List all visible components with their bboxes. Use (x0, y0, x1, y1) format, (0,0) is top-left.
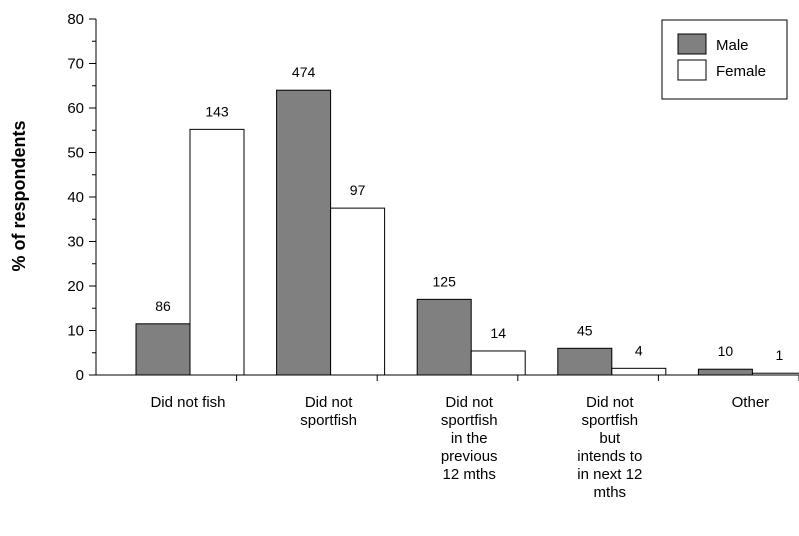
bar-male-2 (416, 298, 472, 376)
bar-male-1 (276, 89, 332, 376)
category-label: Did not sportfish but intends to in next 12 m… (577, 394, 642, 501)
legend-swatch-male (677, 33, 707, 55)
y-tick-label: 60 (67, 100, 84, 117)
data-label: 97 (350, 182, 366, 198)
data-label: 474 (292, 64, 316, 80)
category-label-line: Did not fish (150, 394, 225, 411)
bar-female-0 (189, 128, 245, 376)
category-label-line: Other (732, 394, 770, 411)
y-tick-label: 80 (67, 11, 84, 28)
y-tick-label: 0 (76, 367, 84, 384)
data-label: 45 (577, 322, 593, 338)
category-label-line: sportfish (581, 412, 638, 429)
y-tick-label: 70 (67, 56, 84, 73)
data-label: 10 (718, 343, 734, 359)
category-label-line: but (599, 430, 621, 447)
category-label-line: Did not (305, 394, 353, 411)
data-label: 4 (635, 342, 643, 358)
bar-male-0 (135, 323, 191, 376)
y-tick-label: 50 (67, 145, 84, 162)
legend-swatch-female (677, 59, 707, 81)
data-label: 1 (776, 347, 784, 363)
data-label: 14 (490, 325, 506, 341)
bar-male-3 (557, 347, 613, 376)
category-label-line: 12 mths (443, 466, 496, 483)
y-axis-label: % of respondents (9, 120, 29, 271)
category-label: Did not sportfish in the previous 12 mths (441, 394, 498, 483)
y-tick-label: 20 (67, 278, 84, 295)
bar-female-2 (470, 350, 526, 376)
data-label: 86 (155, 298, 171, 314)
bar-female-3 (611, 367, 667, 376)
y-tick-label: 10 (67, 323, 84, 340)
category-label-line: sportfish (441, 412, 498, 429)
category-label: Other (732, 394, 770, 411)
data-label: 125 (433, 273, 457, 289)
bar-male-4 (697, 368, 753, 376)
bar-female-4 (751, 372, 799, 376)
category-label: Did not sportfish (300, 394, 357, 429)
legend-label-female: Female (716, 63, 766, 80)
category-label-line: sportfish (300, 412, 357, 429)
category-label-line: previous (441, 448, 498, 465)
category-label-line: Did not (445, 394, 493, 411)
category-label-line: intends to (577, 448, 642, 465)
legend-label-male: Male (716, 37, 749, 54)
category-label-line: mths (594, 484, 627, 501)
category-label: Did not fish (150, 394, 225, 411)
y-tick-label: 30 (67, 234, 84, 251)
category-label-line: in next 12 (577, 466, 642, 483)
category-label-line: Did not (586, 394, 634, 411)
y-tick-label: 40 (67, 189, 84, 206)
bar-female-1 (330, 207, 386, 376)
category-label-line: in the (451, 430, 488, 447)
data-label: 143 (205, 103, 229, 119)
